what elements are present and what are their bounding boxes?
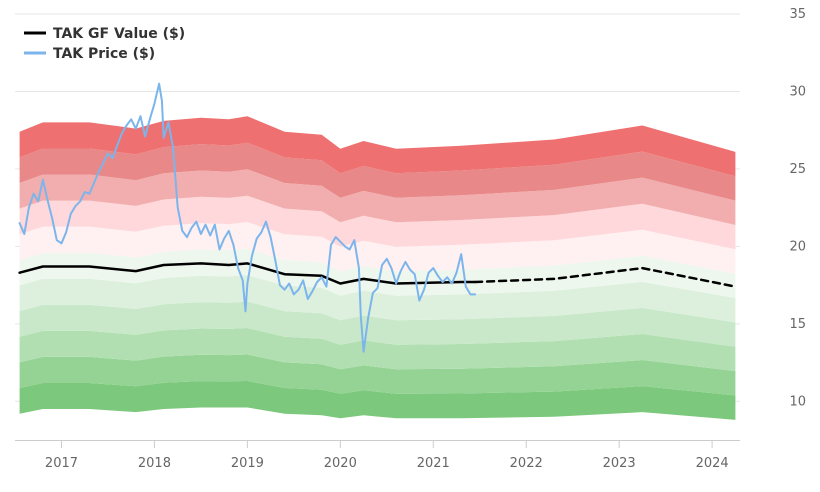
x-tick-label: 2018 (138, 456, 171, 471)
valuation-band-8 (19, 195, 736, 250)
x-tick-label: 2024 (696, 456, 729, 471)
x-tick-label: 2023 (603, 456, 636, 471)
x-tick-label: 2017 (45, 456, 78, 471)
valuation-band-10 (19, 142, 736, 201)
valuation-band-2 (19, 354, 736, 396)
axes: 10 15 20 25 30 35 2017 2018 2019 2020 2021 2022 2023… (15, 7, 806, 471)
y-tick-label: 20 (789, 239, 806, 254)
valuation-band-9 (19, 169, 736, 225)
valuation-band-1 (19, 381, 736, 420)
y-tick-label: 25 (789, 162, 806, 177)
series-line-1 (473, 266, 737, 288)
y-tick-label: 15 (789, 317, 806, 332)
x-tick-label: 2021 (417, 456, 450, 471)
valuation-band-11 (19, 116, 736, 177)
valuation-band-7 (19, 222, 736, 274)
x-tick-label: 2022 (510, 456, 543, 471)
legend: TAK GF Value ($) TAK Price ($) (24, 26, 185, 62)
valuation-band-6 (19, 248, 736, 298)
series-lines (18, 82, 737, 353)
legend-label-gf-value: TAK GF Value ($) (53, 26, 185, 42)
valuation-band-5 (19, 275, 736, 323)
valuation-bands (19, 116, 736, 420)
x-tick-label: 2020 (324, 456, 357, 471)
y-tick-label: 30 (789, 84, 806, 99)
legend-label-price: TAK Price ($) (53, 46, 155, 62)
y-tick-label: 35 (789, 7, 806, 22)
valuation-band-3 (19, 328, 736, 372)
x-tick-label: 2019 (231, 456, 264, 471)
valuation-band-4 (19, 301, 736, 347)
series-line-2 (18, 82, 477, 353)
series-line-0 (18, 262, 477, 285)
y-tick-label: 10 (789, 394, 806, 409)
